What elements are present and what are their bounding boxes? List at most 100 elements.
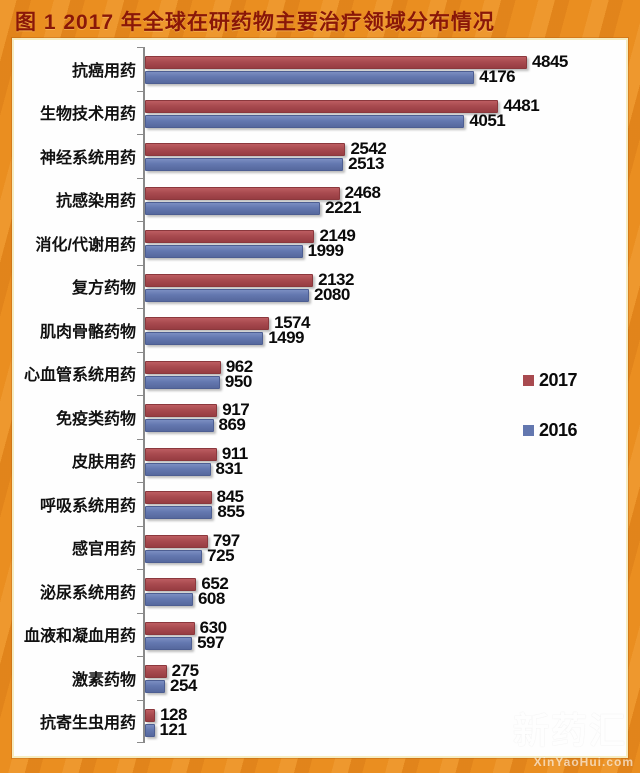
bar-2017 xyxy=(145,578,197,591)
category-label: 皮肤用药 xyxy=(71,454,136,472)
category-label: 免疫类药物 xyxy=(55,410,136,428)
bar-2016 xyxy=(145,506,213,519)
chart-row: 消化/代谢用药 2149 1999 xyxy=(14,221,626,265)
bar-group: 2149 1999 xyxy=(143,221,626,265)
value-label: 845 xyxy=(216,487,244,506)
value-label: 1499 xyxy=(268,328,305,347)
bar-2016 xyxy=(145,114,465,128)
category-label: 神经系统用药 xyxy=(39,149,136,167)
legend-item-2017: 2017 xyxy=(523,370,578,391)
category-label: 泌尿系统用药 xyxy=(39,584,136,602)
value-label: 4481 xyxy=(503,95,540,115)
value-label: 1574 xyxy=(274,313,310,332)
bar-2017 xyxy=(145,665,167,678)
bar-2017 xyxy=(145,534,208,548)
value-label: 2513 xyxy=(348,154,384,173)
bar-2017 xyxy=(145,621,195,635)
legend-label-2016: 2016 xyxy=(539,420,578,440)
category-label: 激素药物 xyxy=(71,671,136,689)
category-label: 感官用药 xyxy=(71,541,136,559)
value-label: 121 xyxy=(159,719,187,739)
legend-swatch-2017-icon xyxy=(523,375,534,386)
bar-2016 xyxy=(145,375,220,389)
chart-row: 肌肉骨骼药物 1574 1499 xyxy=(14,308,626,352)
bar-2017 xyxy=(145,317,270,330)
value-label: 855 xyxy=(217,502,245,521)
bar-group: 1574 1499 xyxy=(143,308,626,352)
chart-row: 神经系统用药 2542 2513 xyxy=(14,134,626,178)
chart-row: 抗寄生虫用药 128 121 xyxy=(14,699,626,744)
bar-group: 2542 2513 xyxy=(143,134,626,178)
bar-group: 630 597 xyxy=(143,613,626,657)
value-label: 128 xyxy=(160,704,187,724)
value-label: 2221 xyxy=(325,197,361,217)
bar-2017 xyxy=(145,360,221,374)
legend-item-2016: 2016 xyxy=(523,420,578,441)
bar-2016 xyxy=(145,288,309,302)
bar-2016 xyxy=(145,723,155,737)
value-label: 652 xyxy=(201,574,229,593)
chart-title: 图 1 2017 年全球在研药物主要治疗领域分布情况 xyxy=(15,11,495,34)
value-label: 917 xyxy=(222,400,250,419)
bar-2017 xyxy=(145,186,340,200)
bar-2017 xyxy=(145,143,346,156)
bar-group: 2132 2080 xyxy=(143,265,626,309)
bar-2016 xyxy=(145,593,193,606)
bar-2016 xyxy=(145,636,193,650)
chart-row: 呼吸系统用药 845 855 xyxy=(14,482,626,526)
value-label: 797 xyxy=(212,530,240,550)
bar-group: 845 855 xyxy=(143,482,626,526)
bar-group: 962 950 xyxy=(143,352,626,396)
bar-2017 xyxy=(145,404,218,417)
bar-2016 xyxy=(145,462,211,476)
bar-2016 xyxy=(145,245,303,258)
chart-row: 血液和凝血用药 630 597 xyxy=(14,612,626,657)
bar-2016 xyxy=(145,332,264,345)
bar-group: 128 121 xyxy=(143,700,626,744)
category-label: 抗寄生虫用药 xyxy=(39,715,136,733)
category-label: 呼吸系统用药 xyxy=(39,497,136,515)
value-label: 831 xyxy=(215,458,243,478)
category-label: 抗感染用药 xyxy=(55,193,136,211)
value-label: 2468 xyxy=(344,182,381,202)
value-label: 869 xyxy=(218,415,246,434)
bar-2017 xyxy=(145,447,217,461)
value-label: 2542 xyxy=(350,139,387,158)
bar-2017 xyxy=(145,230,315,243)
bar-group: 4481 4051 xyxy=(143,91,626,135)
bar-2016 xyxy=(145,680,166,693)
bar-2017 xyxy=(145,491,212,504)
category-label: 抗癌用药 xyxy=(71,62,136,80)
value-label: 4176 xyxy=(479,67,516,86)
value-label: 2149 xyxy=(319,226,356,245)
value-label: 2132 xyxy=(318,269,354,289)
bar-2016 xyxy=(145,201,321,215)
y-axis-line xyxy=(143,47,145,743)
value-label: 1999 xyxy=(307,241,344,260)
bar-group: 2468 2221 xyxy=(143,178,626,222)
category-label: 血液和凝血用药 xyxy=(23,628,136,646)
chart-row: 感官用药 797 725 xyxy=(14,525,626,570)
chart-area: 抗癌用药 4845 4176 生物技术用药 4481 4051 神经系统用药 2542 2513… xyxy=(14,40,626,756)
category-label: 消化/代谢用药 xyxy=(35,236,136,254)
bar-2016 xyxy=(145,71,475,84)
value-label: 4051 xyxy=(469,110,506,130)
chart-row: 心血管系统用药 962 950 xyxy=(14,351,626,396)
chart-row: 皮肤用药 911 831 xyxy=(14,438,626,483)
bar-group: 917 869 xyxy=(143,395,626,439)
chart-panel: 抗癌用药 4845 4176 生物技术用药 4481 4051 神经系统用药 2542 2513… xyxy=(12,38,628,758)
value-label: 962 xyxy=(225,356,253,376)
bar-group: 4845 4176 xyxy=(143,47,626,91)
bar-group: 911 831 xyxy=(143,439,626,483)
bar-2017 xyxy=(145,99,499,113)
legend-label-2017: 2017 xyxy=(539,370,578,390)
category-label: 肌肉骨骼药物 xyxy=(39,323,136,341)
bar-2016 xyxy=(145,549,203,563)
value-label: 725 xyxy=(207,545,235,565)
chart-rows: 抗癌用药 4845 4176 生物技术用药 4481 4051 神经系统用药 2542 2513… xyxy=(14,47,626,743)
chart-row: 复方药物 2132 2080 xyxy=(14,264,626,309)
value-label: 597 xyxy=(197,632,224,652)
value-label: 630 xyxy=(199,617,227,637)
bar-group: 275 254 xyxy=(143,656,626,700)
